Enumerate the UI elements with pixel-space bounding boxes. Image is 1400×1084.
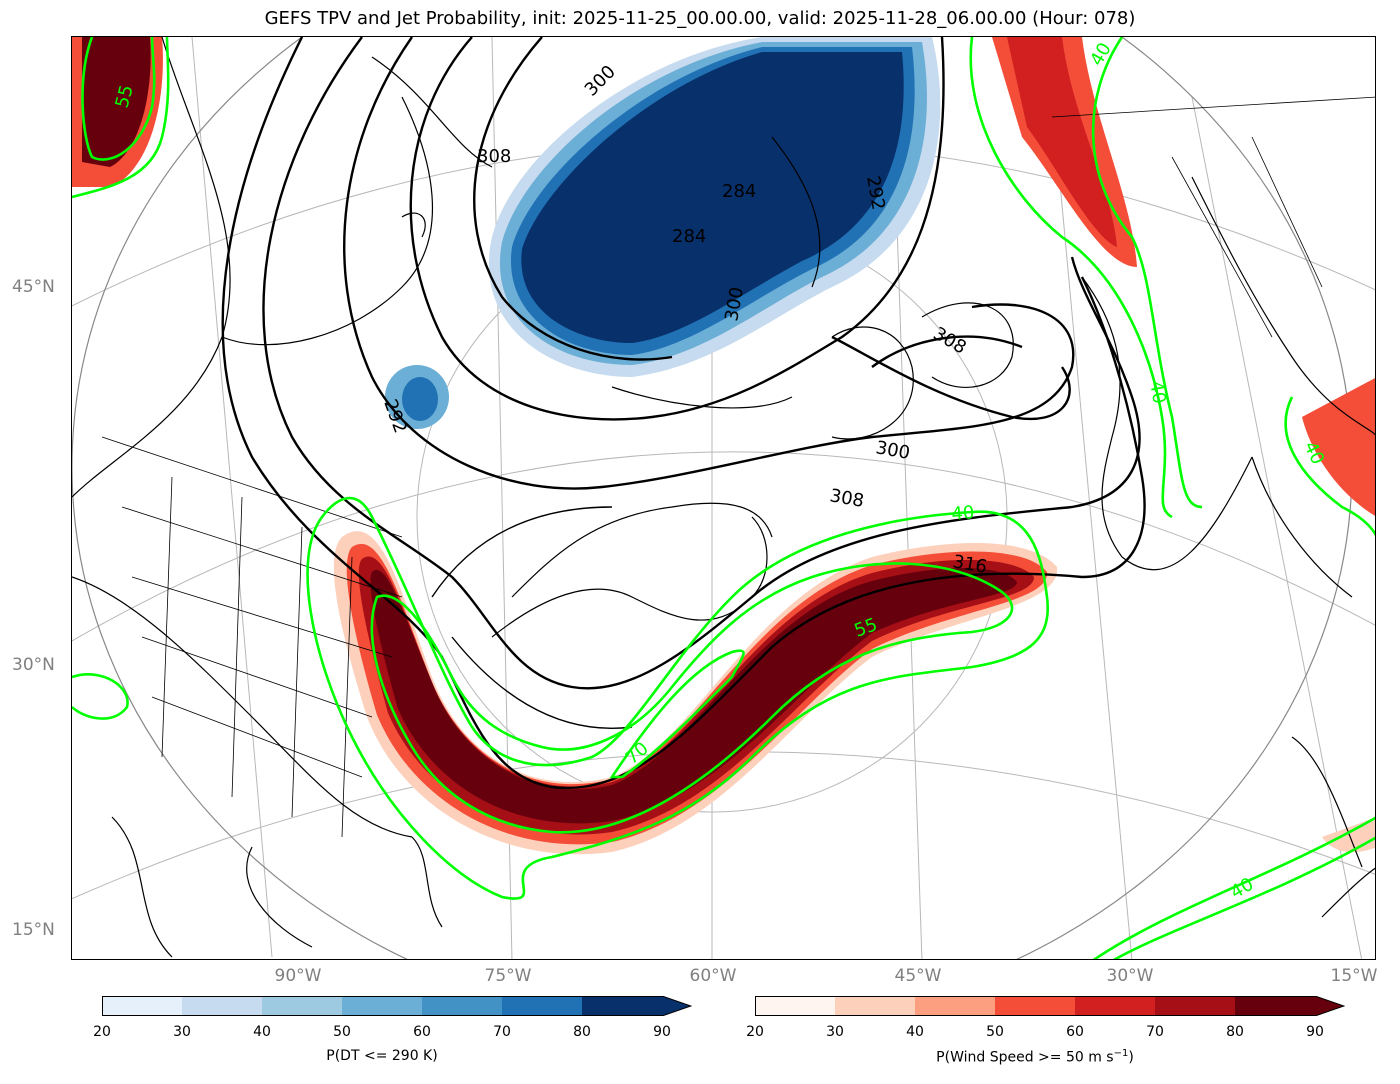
jet-tick: 90 bbox=[1306, 1024, 1324, 1040]
tpv-colorbar-swatch bbox=[342, 996, 423, 1016]
us-state-borders bbox=[101, 96, 1375, 838]
jet-tick: 40 bbox=[906, 1024, 924, 1040]
jet-label: 40 bbox=[1145, 379, 1170, 405]
tpv-probability-field bbox=[385, 37, 941, 429]
lat-label: 30°N bbox=[12, 655, 55, 675]
theta-label: 300 bbox=[874, 437, 911, 464]
tpv-tick: 40 bbox=[253, 1024, 271, 1040]
lon-label: 90°W bbox=[274, 966, 322, 986]
lon-label: 30°W bbox=[1106, 966, 1154, 986]
figure-title: GEFS TPV and Jet Probability, init: 2025… bbox=[264, 8, 1136, 29]
theta-label: 284 bbox=[672, 226, 706, 247]
jet-colorbar-swatch bbox=[915, 996, 996, 1016]
jet-tick: 60 bbox=[1066, 1024, 1084, 1040]
tpv-colorbar-label: P(DT <= 290 K) bbox=[326, 1048, 438, 1064]
theta-label: 308 bbox=[477, 146, 511, 167]
lon-label: 45°W bbox=[894, 966, 942, 986]
lat-label: 15°N bbox=[12, 920, 55, 940]
tpv-tick: 60 bbox=[413, 1024, 431, 1040]
theta-label: 284 bbox=[722, 181, 756, 202]
theta-contours-thin bbox=[431, 506, 633, 729]
lon-label: 60°W bbox=[689, 966, 737, 986]
tpv-colorbar-swatch bbox=[582, 996, 663, 1016]
jet-colorbar-label: P(Wind Speed >= 50 m s−1) bbox=[936, 1048, 1134, 1066]
jet-colorbar-swatch bbox=[1235, 996, 1316, 1016]
tpv-colorbar-swatch bbox=[422, 996, 503, 1016]
tpv-tick: 20 bbox=[93, 1024, 111, 1040]
tpv-tick: 30 bbox=[173, 1024, 191, 1040]
jet-colorbar-swatch bbox=[755, 996, 836, 1016]
jet-colorbar-swatch bbox=[835, 996, 916, 1016]
lon-label: 75°W bbox=[484, 966, 532, 986]
coastlines bbox=[72, 37, 1375, 958]
jet-tick: 70 bbox=[1146, 1024, 1164, 1040]
map-canvas: 300 308 284 284 292 300 308 292 300 308 … bbox=[72, 37, 1375, 959]
tpv-tick: 80 bbox=[573, 1024, 591, 1040]
tpv-colorbar-swatch bbox=[262, 996, 343, 1016]
jet-label-extra: 40 bbox=[951, 502, 976, 525]
theta-label: 308 bbox=[828, 485, 865, 512]
lon-label: 15°W bbox=[1330, 966, 1378, 986]
jet-tick: 50 bbox=[986, 1024, 1004, 1040]
tpv-colorbar-swatch bbox=[182, 996, 263, 1016]
tpv-colorbar-swatch bbox=[502, 996, 583, 1016]
jet-colorbar-swatch bbox=[1155, 996, 1236, 1016]
svg-text:40: 40 bbox=[951, 502, 976, 525]
theta-label: 308 bbox=[930, 323, 970, 358]
tpv-tick: 70 bbox=[493, 1024, 511, 1040]
jet-tick: 80 bbox=[1226, 1024, 1244, 1040]
lat-label: 45°N bbox=[12, 277, 55, 297]
tpv-tick: 50 bbox=[333, 1024, 351, 1040]
jet-tick: 30 bbox=[826, 1024, 844, 1040]
jet-label: 40 bbox=[1086, 39, 1116, 69]
jet-contours bbox=[72, 37, 1375, 959]
jet-tick: 20 bbox=[746, 1024, 764, 1040]
map-panel[interactable]: 300 308 284 284 292 300 308 292 300 308 … bbox=[71, 36, 1376, 960]
tpv-colorbar-swatch bbox=[102, 996, 183, 1016]
jet-colorbar-bar bbox=[755, 996, 1345, 1016]
jet-probability-field bbox=[72, 37, 1375, 855]
tpv-tick: 90 bbox=[653, 1024, 671, 1040]
jet-colorbar-swatch bbox=[1075, 996, 1156, 1016]
tpv-colorbar-bar bbox=[102, 996, 692, 1016]
jet-colorbar-swatch bbox=[995, 996, 1076, 1016]
